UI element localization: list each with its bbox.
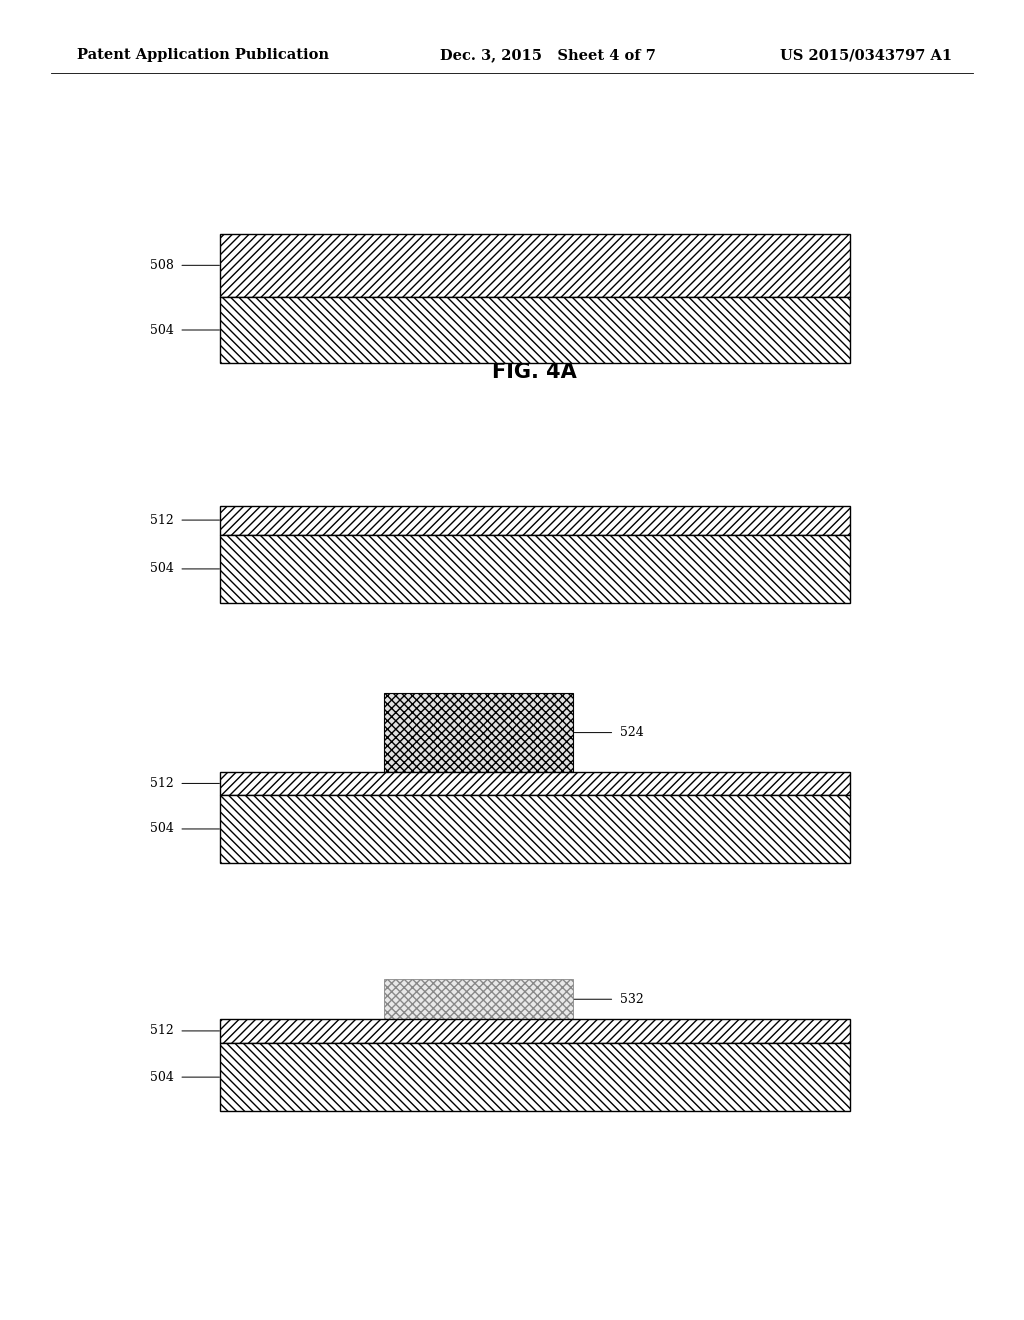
Text: 524: 524 [620, 726, 643, 739]
Bar [220, 535, 850, 603]
Bar [220, 1019, 850, 1043]
Text: 508: 508 [151, 259, 174, 272]
Text: Patent Application Publication: Patent Application Publication [77, 49, 329, 62]
Bar [220, 234, 850, 297]
Text: FIG. 4C: FIG. 4C [493, 834, 577, 855]
Text: 504: 504 [151, 562, 174, 576]
Bar [220, 795, 850, 863]
Text: 532: 532 [620, 993, 643, 1006]
Bar [220, 1043, 850, 1111]
Bar [220, 772, 850, 795]
Text: 504: 504 [151, 822, 174, 836]
Text: FIG. 4B: FIG. 4B [493, 586, 577, 607]
Bar [220, 297, 850, 363]
Text: 504: 504 [151, 323, 174, 337]
Text: 512: 512 [151, 1024, 174, 1038]
Text: FIG. 4D: FIG. 4D [492, 1088, 578, 1109]
Text: FIG. 4A: FIG. 4A [493, 362, 577, 383]
Text: 512: 512 [151, 513, 174, 527]
Text: Dec. 3, 2015   Sheet 4 of 7: Dec. 3, 2015 Sheet 4 of 7 [440, 49, 656, 62]
Text: 512: 512 [151, 777, 174, 789]
Bar [384, 979, 573, 1019]
Bar [384, 693, 573, 772]
Bar [220, 506, 850, 535]
Text: US 2015/0343797 A1: US 2015/0343797 A1 [780, 49, 952, 62]
Text: 504: 504 [151, 1071, 174, 1084]
